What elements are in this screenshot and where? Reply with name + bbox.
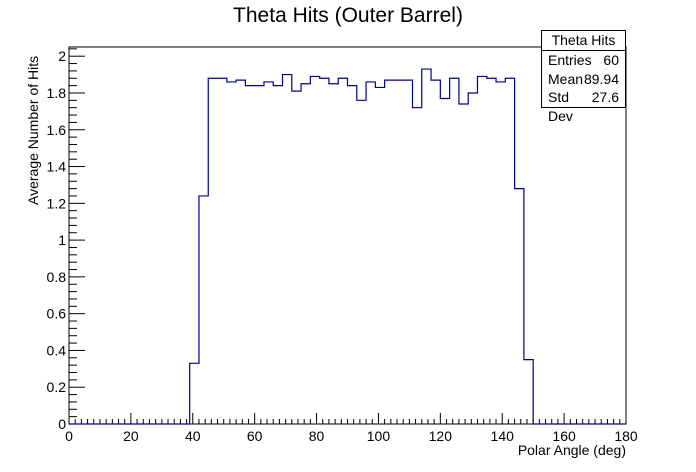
x-tick-label: 120 [429,428,453,444]
histogram-bin [292,91,301,424]
stats-label: Entries [548,52,592,68]
histogram-bin [264,82,273,424]
histogram-bin [329,84,338,424]
histogram-bin [320,78,329,424]
x-tick-label: 60 [247,428,263,444]
x-tick-label: 180 [614,428,638,444]
histogram-bin [199,196,208,424]
histogram-bin [505,78,514,424]
histogram-bin [273,86,282,424]
histogram-bin [487,78,496,424]
x-tick-label: 140 [491,428,515,444]
y-tick-label: 0.6 [47,306,67,322]
histogram-bin [283,75,292,424]
stats-label: Mean [548,70,584,87]
histogram-bin [375,87,384,424]
y-axis-label: Average Number of Hits [25,55,41,205]
histogram-bin [394,80,403,424]
stats-box-name: Theta Hits [542,31,625,51]
y-tick-label: 0.2 [47,379,67,395]
y-tick-label: 1.8 [47,85,67,101]
y-tick-label: 0.8 [47,269,67,285]
y-tick-label: 1.6 [47,122,67,138]
stats-row-entries: Entries 60 [542,51,625,70]
histogram-bin [412,108,421,424]
y-tick-label: 1.2 [47,195,67,211]
histogram-bin [357,100,366,424]
histogram-bin [348,86,357,424]
y-tick-label: 0 [58,416,66,432]
histogram-bin [515,189,524,424]
axis-ticks [68,48,627,425]
histogram-bin [422,69,431,424]
y-tick-label: 1 [58,232,66,248]
histogram-bin [245,86,254,424]
x-tick-label: 0 [65,428,73,444]
histogram-bin [310,76,319,424]
histogram-outline [69,68,626,425]
x-axis-label: Polar Angle (deg) [517,442,626,458]
stats-label: Std Dev [548,89,573,124]
y-tick-label: 0.4 [47,342,67,358]
histogram-bin [255,86,264,424]
histogram-bin [524,360,533,424]
histogram-bin [366,82,375,424]
stats-row-mean: Mean 89.94 [542,70,625,89]
histogram-bin [190,363,199,424]
histogram-bin [431,80,440,424]
histogram-bin [301,84,310,424]
x-tick-label: 20 [123,428,139,444]
chart-title: Theta Hits (Outer Barrel) [233,4,463,27]
histogram-bin [208,78,217,424]
histogram-bin [496,82,505,424]
histogram-bin [218,78,227,424]
histogram-bin [468,93,477,424]
stats-row-stddev: Std Dev 27.6 [542,88,625,124]
x-tick-label: 100 [367,428,391,444]
y-tick-label: 1.4 [47,159,67,175]
histogram-bin [440,98,449,424]
stats-value: 60 [603,52,619,68]
histogram-bin [227,82,236,424]
x-tick-label: 160 [552,428,576,444]
axis-tick-labels: 0 20 40 60 80 100 120 140 160 180 0 0.2 0.4 0.6 0.8 1 1.… [47,48,638,444]
histogram-bin [338,78,347,424]
x-tick-label: 80 [309,428,325,444]
stats-value: 89.94 [583,70,619,87]
y-tick-label: 2 [58,48,66,64]
histogram-bins [69,68,626,425]
histogram-bin [236,80,245,424]
histogram-bin [450,78,459,424]
stats-value: 27.6 [591,89,619,105]
stats-box: Theta Hits Entries 60 Mean 89.94 Std Dev… [541,30,626,124]
histogram-bin [385,80,394,424]
histogram-bin [459,104,468,424]
histogram-bin [403,80,412,424]
x-tick-label: 40 [185,428,201,444]
histogram-bin [477,76,486,424]
